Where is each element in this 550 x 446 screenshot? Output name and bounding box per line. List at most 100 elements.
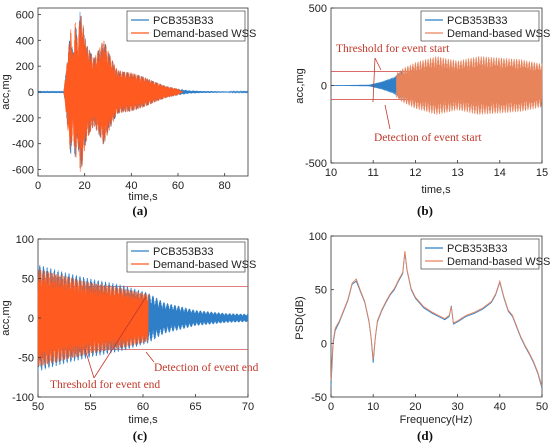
panel-a-ytick-label: -400 xyxy=(12,139,34,151)
panel-b-xtick-label: 15 xyxy=(536,167,548,179)
panel-c-ticks: 50 55 60 65 70 -100 -50 0 50 100 xyxy=(12,234,254,413)
panel-b-xtick-label: 14 xyxy=(494,167,506,179)
panel-c-ytick-label: -100 xyxy=(12,392,34,404)
panel-d-ylabel: PSD(dB) xyxy=(294,296,306,339)
panel-c-xtick-label: 50 xyxy=(32,401,44,413)
panel-c-xtick-label: 70 xyxy=(242,401,254,413)
panel-c-label: (c) xyxy=(133,428,147,443)
panel-c-ytick-label: 100 xyxy=(16,234,34,246)
panel-b-xlabel: time,s xyxy=(421,184,451,196)
panel-b-annotation-arrow-2 xyxy=(372,57,376,103)
panel-c-ylabel: acc,mg xyxy=(0,300,12,335)
panel-a-xtick-label: 20 xyxy=(79,180,91,192)
panel-d-xlabel: Frequency(Hz) xyxy=(400,414,473,426)
panel-c-legend-label-1: Demand-based WSS xyxy=(153,259,256,271)
panel-a-legend-box xyxy=(126,10,246,42)
panel-b-label: (b) xyxy=(417,203,433,218)
panel-c: 50 55 60 65 70 -100 -50 0 50 100 PCB353B33Demand-… xyxy=(0,234,259,443)
panel-d-xtick-label: 50 xyxy=(536,401,548,413)
panel-b-ytick-label: 0 xyxy=(321,81,327,93)
panel-a-xtick-label: 40 xyxy=(125,180,137,192)
panel-c-xtick-label: 55 xyxy=(84,401,96,413)
panel-b-xtick-label: 13 xyxy=(451,167,463,179)
panel-b-xtick-label: 12 xyxy=(409,167,421,179)
panel-a-legend-label-1: Demand-based WSS xyxy=(153,28,256,40)
panel-b-legend-label-1: Demand-based WSS xyxy=(447,28,550,40)
panel-a-ticks: 0 20 40 60 80 -600 -400 -200 0 200 400 600 xyxy=(12,9,231,192)
panel-d-xtick-label: 10 xyxy=(367,401,379,413)
panel-b-traces xyxy=(330,56,543,115)
panel-a-xlabel: time,s xyxy=(128,191,158,203)
panel-a-xtick-label: 0 xyxy=(35,180,41,192)
panel-c-traces xyxy=(37,264,249,372)
panel-d-legend-label-1: Demand-based WSS xyxy=(447,256,550,268)
panel-a-ytick-label: 400 xyxy=(16,35,34,47)
panel-d-xtick-label: 20 xyxy=(409,401,421,413)
panel-b: 10 11 12 13 14 15 -500 0 500 PCB353B33Demand-bas… xyxy=(294,3,550,218)
panel-d-ytick-label: -50 xyxy=(311,392,327,404)
panel-d-xtick-label: 30 xyxy=(451,401,463,413)
panel-d-legend-box xyxy=(420,238,540,270)
panel-c-xtick-label: 65 xyxy=(189,401,201,413)
panel-a-ytick-label: -200 xyxy=(12,113,34,125)
panel-c-annotation-arrow-3 xyxy=(84,348,95,379)
panel-a-xtick-label: 60 xyxy=(172,180,184,192)
panel-c-ytick-label: 0 xyxy=(28,313,34,325)
panel-b-series-0-line xyxy=(330,70,403,101)
panel-c-ytick-label: 50 xyxy=(22,274,34,286)
panel-a: 0 20 40 60 80 -600 -400 -200 0 200 400 600 PCB353B3… xyxy=(0,7,256,218)
panel-c-legend-label-0: PCB353B33 xyxy=(153,246,214,258)
panel-b-annotation-arrow-1 xyxy=(374,57,382,71)
panel-d-label: (d) xyxy=(417,428,433,443)
panel-a-label: (a) xyxy=(132,203,147,218)
panel-a-ylabel: acc,mg xyxy=(0,74,12,109)
panel-c-annotations: Detection of event end Threshold for eve… xyxy=(50,296,259,391)
panel-b-annotation-detection: Detection of event start xyxy=(374,132,482,144)
panel-d-xtick-label: 0 xyxy=(328,401,334,413)
panel-d-traces xyxy=(330,250,543,389)
panel-c-xtick-label: 60 xyxy=(137,401,149,413)
panel-b-annotations: Threshold for event start Detection of e… xyxy=(336,43,482,144)
panel-b-ylabel: acc,mg xyxy=(294,68,306,103)
panel-b-ticks: 10 11 12 13 14 15 -500 0 500 xyxy=(305,3,548,179)
panel-d-legend-label-0: PCB353B33 xyxy=(447,243,508,255)
panel-d-xtick-label: 40 xyxy=(494,401,506,413)
panel-b-xtick-label: 10 xyxy=(325,167,337,179)
panel-a-traces xyxy=(37,11,249,172)
panel-d-ytick-label: 100 xyxy=(309,231,327,243)
panel-a-ytick-label: 0 xyxy=(28,87,34,99)
panel-d-ytick-label: 50 xyxy=(315,285,327,297)
panel-c-annotation-threshold: Threshold for event end xyxy=(50,379,160,391)
panel-c-legend-box xyxy=(126,241,246,273)
panel-c-annotation-arrow-1 xyxy=(145,351,155,363)
panel-b-xtick-label: 11 xyxy=(367,167,378,179)
panel-a-ytick-label: -600 xyxy=(12,165,34,177)
panel-c-annotation-arrow-2 xyxy=(93,296,147,379)
panel-c-ytick-label: -50 xyxy=(18,353,34,365)
panel-b-ytick-label: -500 xyxy=(305,158,327,170)
panel-a-xtick-label: 80 xyxy=(219,180,231,192)
panel-b-legend-label-0: PCB353B33 xyxy=(447,15,508,27)
panel-d-ytick-label: 0 xyxy=(321,338,327,350)
panel-c-xlabel: time,s xyxy=(128,414,158,426)
panel-a-ytick-label: 200 xyxy=(16,61,34,73)
panel-a-legend-label-0: PCB353B33 xyxy=(153,15,214,27)
panel-b-ytick-label: 500 xyxy=(309,3,327,15)
panel-b-annotation-threshold: Threshold for event start xyxy=(336,43,450,55)
panel-c-series-1-line xyxy=(37,269,149,367)
panel-b-series-1-line xyxy=(396,56,543,115)
panel-c-annotation-detection: Detection of event end xyxy=(154,362,259,374)
panel-d-series-1-line xyxy=(330,250,543,387)
panel-b-legend-box xyxy=(420,10,540,42)
panel-a-ytick-label: 600 xyxy=(16,9,34,21)
panel-a-series-1-line xyxy=(63,15,183,172)
panel-b-annotation-arrow-3 xyxy=(384,104,391,130)
panel-c-series-0-line xyxy=(37,264,249,372)
